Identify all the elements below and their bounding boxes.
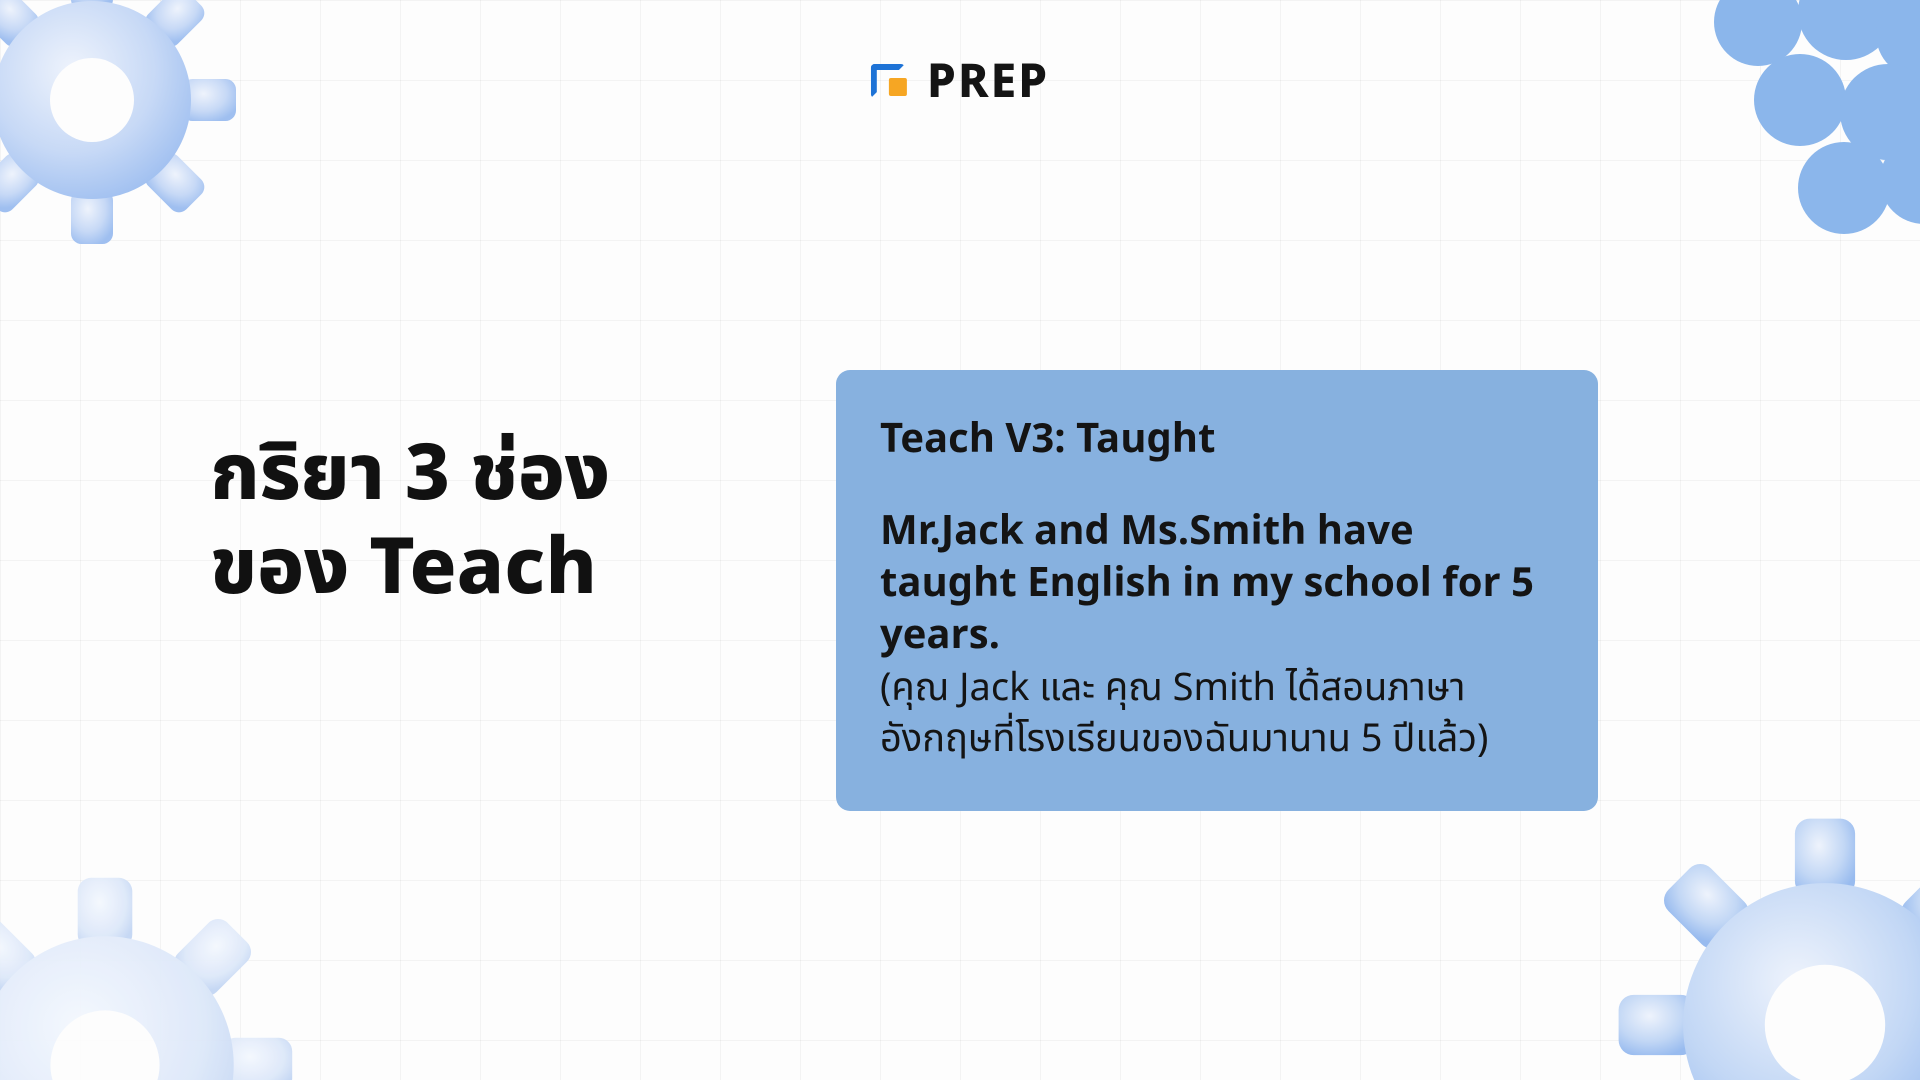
bubbles-decoration-top-right-icon	[1638, 0, 1920, 242]
example-card: Teach V3: Taught Mr.Jack and Ms.Smith ha…	[836, 370, 1598, 811]
page-title: กริยา 3 ช่อง ของ Teach	[210, 430, 610, 617]
brand-mark-icon	[871, 62, 913, 104]
gear-decoration-top-left-icon	[0, 0, 242, 250]
title-line-1: กริยา 3 ช่อง	[210, 430, 610, 524]
title-line-2: ของ Teach	[210, 524, 610, 618]
gear-decoration-bottom-right-icon	[1610, 810, 1920, 1080]
example-sentence-en: Mr.Jack and Ms.Smith have taught English…	[880, 506, 1554, 662]
card-subtitle: Teach V3: Taught	[880, 410, 1554, 470]
gear-decoration-bottom-left-icon	[0, 870, 300, 1080]
slide-canvas: PREP กริยา 3 ช่อง ของ Teach Teach V3: Ta…	[0, 0, 1920, 1080]
example-sentence-th: (คุณ Jack และ คุณ Smith ได้สอนภาษาอังกฤษ…	[880, 664, 1554, 767]
brand-name: PREP	[927, 48, 1049, 118]
brand-logo: PREP	[871, 48, 1049, 118]
